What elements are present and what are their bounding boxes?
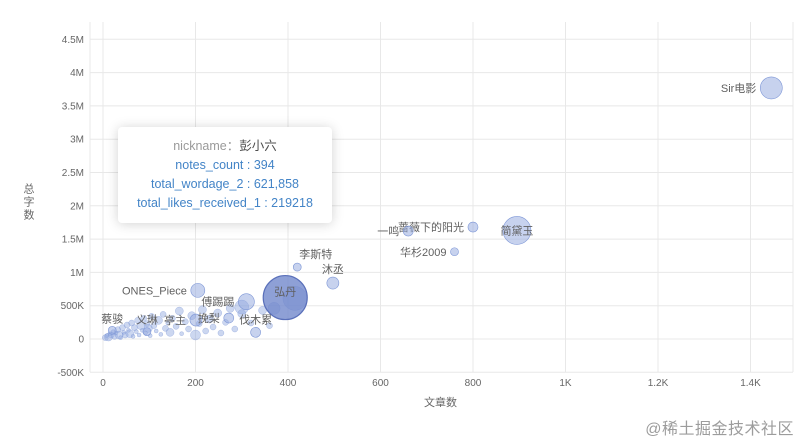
data-point-label: 蔡骏 <box>101 311 123 325</box>
x-tick-label: 800 <box>465 378 482 389</box>
data-point-bubble[interactable] <box>140 315 147 322</box>
y-tick-label: 3.5M <box>62 101 84 112</box>
y-tick-label: 4.5M <box>62 35 84 46</box>
tooltip-nickname-separator: ： <box>226 139 240 153</box>
y-tick-label: 3M <box>70 135 84 146</box>
data-point-label: ONES_Piece <box>122 285 187 297</box>
tooltip-total-likes: total_likes_received_1 : 219218 <box>137 196 313 210</box>
y-tick-label: 2.5M <box>62 168 84 179</box>
data-point-bubble[interactable] <box>326 276 340 290</box>
y-tick-label: 1M <box>70 268 84 279</box>
data-point-bubble[interactable] <box>158 332 164 337</box>
data-point-bubble[interactable] <box>165 328 175 337</box>
data-point-bubble[interactable] <box>190 329 201 341</box>
data-point-bubble[interactable] <box>262 274 308 321</box>
data-point-bubble[interactable] <box>104 332 113 342</box>
data-point-bubble[interactable] <box>190 283 206 298</box>
data-point-bubble[interactable] <box>258 306 267 315</box>
data-point-bubble[interactable] <box>185 325 192 333</box>
x-tick-label: 0 <box>100 378 106 389</box>
x-tick-label: 1.2K <box>648 378 669 389</box>
y-tick-label: 0 <box>78 335 84 346</box>
data-point-bubble[interactable] <box>159 311 167 318</box>
data-point-label: 伐木累 <box>239 313 272 326</box>
data-point-bubble[interactable] <box>142 327 152 336</box>
data-point-bubble[interactable] <box>136 332 142 338</box>
data-point-bubble[interactable] <box>202 327 209 335</box>
data-point-bubble[interactable] <box>130 334 136 339</box>
data-point-bubble[interactable] <box>136 321 146 330</box>
x-tick-label: 400 <box>280 378 297 389</box>
x-tick-label: 600 <box>372 378 389 389</box>
x-tick-label: 1.4K <box>740 378 761 389</box>
data-point-label: 弘丹 <box>274 286 296 299</box>
tooltip-nickname-value: 彭小六 <box>239 139 277 153</box>
data-point-label: Sir电影 <box>721 82 756 95</box>
data-point-bubble[interactable] <box>238 293 255 311</box>
tooltip-notes-count: notes_count : 394 <box>175 158 275 172</box>
data-point-bubble[interactable] <box>266 322 273 329</box>
data-point-bubble[interactable] <box>143 320 151 327</box>
data-point-bubble[interactable] <box>502 216 532 245</box>
data-point-bubble[interactable] <box>213 308 222 318</box>
data-point-bubble[interactable] <box>189 313 203 327</box>
tooltip-nickname-row: nickname：彭小六 <box>126 137 324 156</box>
data-point-bubble[interactable] <box>198 305 207 314</box>
y-tick-label: 500K <box>61 301 85 312</box>
data-point-label: 华杉2009 <box>400 245 446 259</box>
data-point-label: 沐丞 <box>322 263 344 276</box>
data-point-bubble[interactable] <box>231 325 239 333</box>
y-tick-label: 1.5M <box>62 235 84 246</box>
y-tick-label: 4M <box>70 68 84 79</box>
data-point-bubble[interactable] <box>175 306 184 316</box>
data-point-bubble[interactable] <box>169 315 176 322</box>
data-point-label: 蔷薇下的阳光 <box>398 220 464 234</box>
data-point-bubble[interactable] <box>182 318 189 325</box>
x-tick-label: 1K <box>559 378 572 389</box>
data-point-bubble[interactable] <box>179 331 184 336</box>
data-point-bubble[interactable] <box>237 309 246 318</box>
data-point-bubble[interactable] <box>223 312 235 324</box>
data-point-bubble[interactable] <box>153 328 159 334</box>
x-tick-label: 200 <box>187 378 204 389</box>
data-point-bubble[interactable] <box>126 328 131 333</box>
tooltip-total-wordage: total_wordage_2 : 621,858 <box>150 177 300 191</box>
data-point-bubble[interactable] <box>205 314 214 324</box>
data-point-bubble[interactable] <box>209 323 217 331</box>
data-point-label: 一鸣 <box>377 224 399 238</box>
data-point-bubble[interactable] <box>292 262 302 272</box>
data-point-bubble[interactable] <box>250 327 261 338</box>
data-point-label: 义琳 <box>136 313 158 327</box>
data-point-bubble[interactable] <box>467 221 479 233</box>
y-tick-label: -500K <box>57 368 84 379</box>
data-point-bubble[interactable] <box>247 319 255 327</box>
data-point-label: 傅踢踢 <box>201 295 234 309</box>
watermark: @稀土掘金技术社区 <box>645 421 794 438</box>
data-point-label: 李斯特 <box>299 247 332 261</box>
tooltip-nickname-label: nickname <box>173 139 227 153</box>
data-point-bubble[interactable] <box>107 326 117 335</box>
y-tick-label: 2M <box>70 201 84 212</box>
data-point-bubble[interactable] <box>217 329 225 337</box>
data-point-bubble[interactable] <box>172 323 180 330</box>
y-axis-title: 总字数 <box>22 183 34 222</box>
data-point-bubble[interactable] <box>150 322 158 329</box>
data-point-bubble[interactable] <box>450 247 459 257</box>
data-point-bubble[interactable] <box>165 320 170 326</box>
data-point-bubble[interactable] <box>118 335 123 340</box>
data-point-bubble[interactable] <box>225 304 235 313</box>
x-axis-title: 文章数 <box>424 397 457 409</box>
data-point-label: 亭主 <box>164 313 186 327</box>
data-point-bubble[interactable] <box>134 329 139 334</box>
data-point-bubble[interactable] <box>154 316 163 325</box>
data-point-bubble[interactable] <box>148 313 155 320</box>
data-point-bubble[interactable] <box>402 225 414 237</box>
tooltip: nickname：彭小六 notes_count : 394 total_wor… <box>118 127 332 223</box>
data-point-bubble[interactable] <box>125 329 135 338</box>
data-point-bubble[interactable] <box>760 76 783 100</box>
data-point-label: 简黛玉 <box>500 223 533 237</box>
data-point-label: 挽梨 <box>198 311 220 325</box>
